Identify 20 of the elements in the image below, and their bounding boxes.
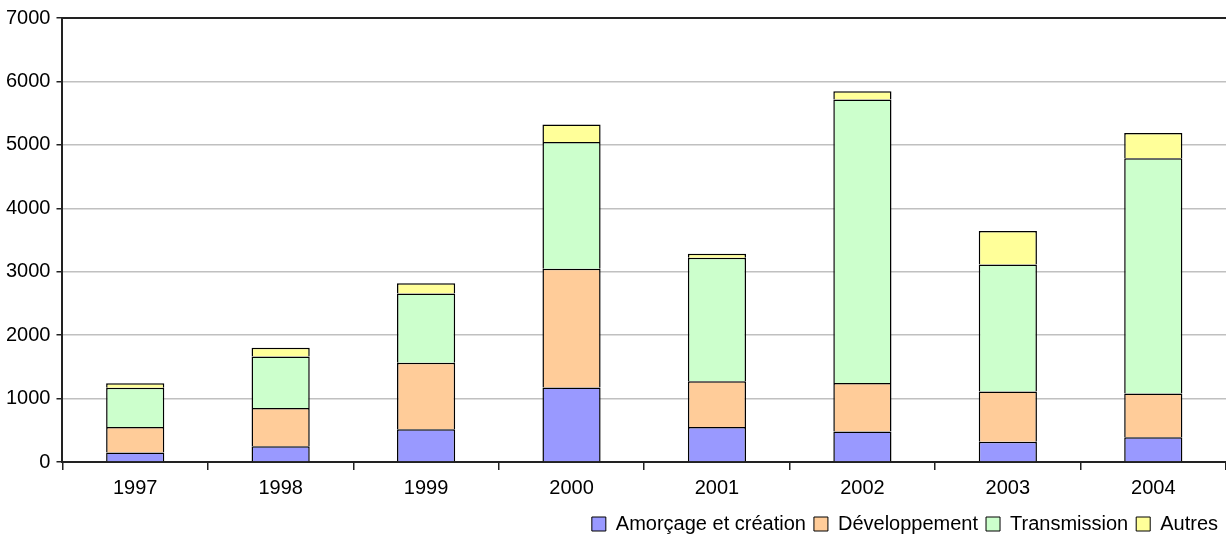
x-tick-label: 2002 [840, 475, 885, 498]
x-tick-label: 1998 [258, 475, 303, 498]
x-tick-label: 2003 [985, 475, 1031, 498]
y-tick-label: 3000 [5, 259, 51, 282]
legend-label: Amorçage et création [615, 511, 806, 534]
y-tick-label: 7000 [5, 5, 51, 28]
legend-label: Transmission [1010, 511, 1129, 534]
legend-label: Développement [837, 511, 979, 534]
y-tick-label: 2000 [5, 322, 51, 345]
y-tick-label: 0 [39, 449, 51, 472]
x-tick-label: 1997 [112, 475, 158, 498]
y-tick-label: 4000 [5, 195, 51, 218]
x-tick-label: 2004 [1131, 475, 1176, 498]
y-tick-label: 6000 [5, 68, 51, 91]
y-tick-label: 1000 [5, 386, 51, 409]
x-tick-label: 1999 [403, 475, 449, 498]
x-tick-label: 2001 [694, 475, 740, 498]
y-tick-label: 5000 [5, 132, 51, 155]
x-tick-label: 2000 [549, 475, 594, 498]
legend-label: Autres [1160, 511, 1219, 534]
